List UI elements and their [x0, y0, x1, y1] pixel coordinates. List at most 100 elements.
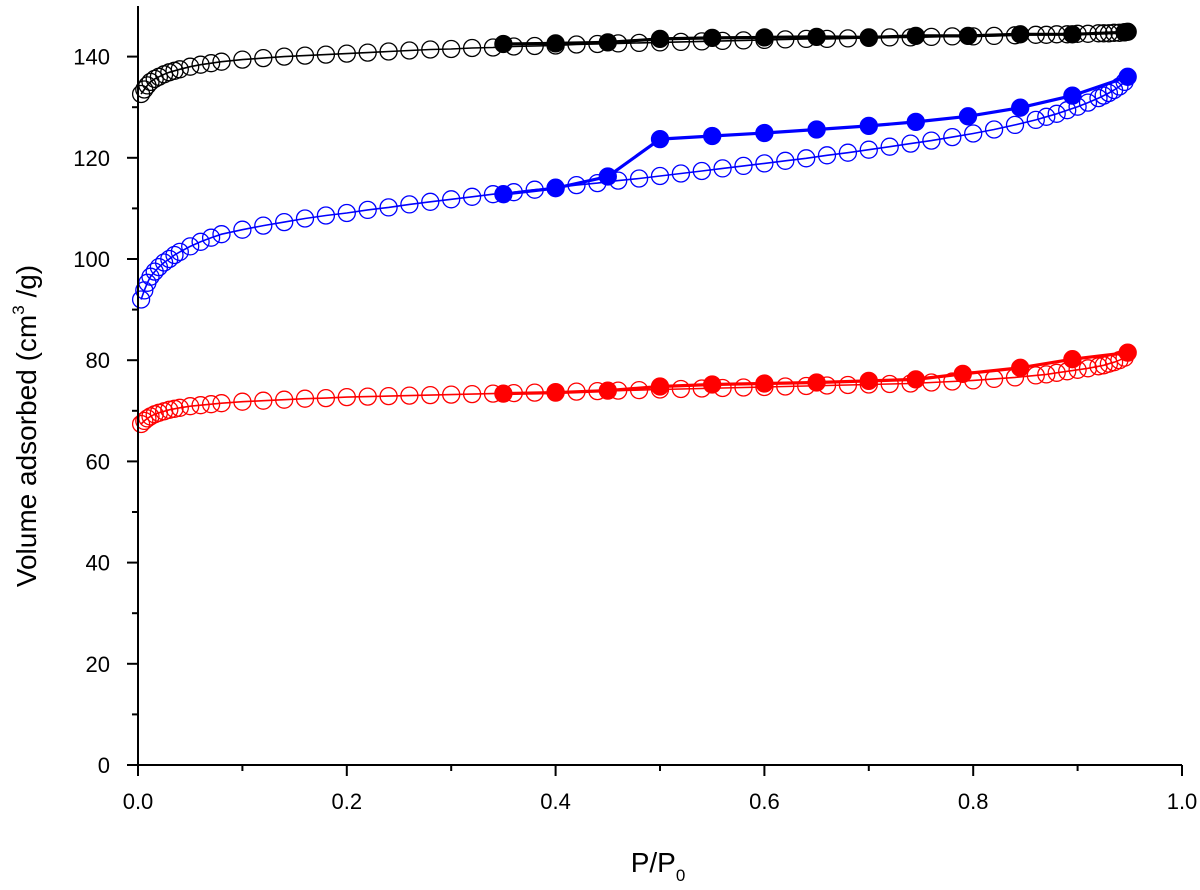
x-tick-label: 0.2 — [332, 789, 363, 814]
blue-adsorption-point — [734, 156, 753, 176]
blue-adsorption-point — [1047, 104, 1066, 123]
x-axis-title-main: P/P — [631, 847, 676, 878]
x-tick-label: 0.8 — [958, 789, 989, 814]
red-adsorption-point — [295, 389, 315, 408]
blue-adsorption-point — [233, 220, 252, 239]
blue-adsorption-point — [671, 164, 691, 183]
y-axis-title-unit: /g) — [11, 265, 42, 305]
black-adsorption-point — [181, 57, 200, 76]
red-adsorption-point — [671, 379, 691, 399]
black-desorption-point — [703, 28, 722, 48]
blue-adsorption-point — [212, 225, 231, 244]
red-desorption-point — [1011, 358, 1030, 377]
blue-adsorption-point — [650, 166, 670, 186]
red-adsorption-point — [141, 407, 160, 426]
black-desorption-point — [807, 27, 826, 47]
red-adsorption-point — [421, 385, 440, 405]
blue-desorption-point — [1118, 67, 1137, 86]
red-desorption-point — [598, 381, 617, 400]
y-tick-label: 40 — [86, 551, 110, 576]
blue-adsorption-point — [755, 154, 774, 173]
black-adsorption-point — [421, 40, 440, 59]
blue-adsorption-point — [254, 216, 273, 235]
black-desorption-point — [494, 34, 513, 54]
blue-adsorption-point — [316, 206, 336, 225]
blue-adsorption-point — [1037, 107, 1056, 126]
black-adsorption-point — [233, 50, 252, 69]
blue-adsorption-point — [275, 212, 294, 232]
red-adsorption-point — [1037, 365, 1056, 384]
red-desorption-point — [906, 370, 925, 389]
red-adsorption-point — [984, 369, 1004, 389]
red-adsorption-point — [358, 387, 377, 406]
black-adsorption-point — [671, 32, 691, 52]
y-axis-title-main: Volume adsorbed (cm — [11, 315, 42, 587]
black-desorption-point — [1063, 25, 1082, 44]
red-desorption-point — [494, 384, 513, 403]
red-desorption-point — [807, 373, 826, 392]
blue-desorption-point — [859, 116, 878, 136]
blue-adsorption-point — [170, 242, 189, 262]
black-adsorption-point — [212, 52, 231, 71]
black-adsorption-point — [734, 31, 753, 50]
y-tick-label: 140 — [73, 45, 110, 70]
blue-adsorption-point — [400, 195, 419, 214]
blue-adsorption-series — [131, 72, 1134, 309]
y-axis-title: Volume adsorbed (cm3 /g) — [9, 265, 42, 587]
blue-adsorption-point — [1005, 115, 1025, 135]
blue-adsorption-point — [201, 228, 221, 247]
blue-adsorption-point — [964, 124, 983, 143]
x-tick-label: 0.4 — [540, 789, 571, 814]
y-tick-label: 100 — [73, 247, 110, 272]
blue-adsorption-point — [421, 192, 440, 211]
black-adsorption-point — [201, 54, 221, 73]
red-desorption-point — [859, 371, 878, 391]
ticks-layer — [127, 55, 1183, 776]
red-adsorption-point — [201, 395, 221, 414]
red-adsorption-point — [275, 390, 294, 409]
blue-adsorption-point — [160, 249, 179, 269]
black-adsorption-point — [629, 33, 649, 53]
blue-adsorption-point — [901, 134, 920, 153]
red-adsorption-point — [1026, 366, 1045, 385]
x-tick-label: 0.6 — [749, 789, 780, 814]
y-tick-label: 80 — [86, 348, 110, 373]
red-desorption-point — [755, 374, 774, 393]
red-desorption-series — [494, 343, 1137, 403]
blue-desorption-point — [598, 167, 617, 186]
y-tick-label: 120 — [73, 146, 110, 171]
blue-adsorption-point — [880, 137, 899, 156]
red-adsorption-point — [170, 398, 189, 417]
red-adsorption-point — [400, 386, 419, 405]
blue-desorption-point — [650, 129, 670, 149]
blue-desorption-point — [494, 185, 513, 204]
black-adsorption-point — [170, 60, 189, 79]
blue-desorption-series — [494, 67, 1137, 204]
black-desorption-point — [906, 26, 925, 46]
red-adsorption-series — [131, 348, 1134, 434]
black-desorption-point — [546, 34, 565, 53]
black-adsorption-point — [295, 46, 315, 65]
black-desorption-point — [755, 28, 774, 47]
black-adsorption-point — [379, 42, 398, 61]
red-desorption-point — [953, 364, 972, 384]
blue-adsorption-point — [984, 120, 1004, 139]
black-desorption-point — [650, 29, 670, 49]
red-adsorption-point — [135, 411, 154, 431]
red-adsorption-point — [316, 388, 336, 408]
x-axis-title: P/P0 — [631, 847, 686, 885]
black-desorption-point — [598, 33, 617, 52]
blue-adsorption-point — [692, 161, 711, 181]
red-desorption-point — [1118, 343, 1137, 362]
labels-layer: 0.0 0.2 0.4 0.6 0.8 1.0 0 20 40 60 80 100 120 140 — [73, 45, 1197, 814]
blue-desorption-point — [1011, 98, 1030, 117]
blue-adsorption-point — [165, 245, 184, 265]
black-adsorption-point — [525, 36, 544, 56]
blue-adsorption-point — [838, 143, 858, 162]
blue-desorption-point — [1063, 86, 1082, 105]
red-desorption-point — [650, 377, 670, 396]
blue-adsorption-point — [442, 190, 461, 209]
black-adsorption-point — [358, 43, 377, 62]
red-adsorption-point — [880, 374, 899, 394]
